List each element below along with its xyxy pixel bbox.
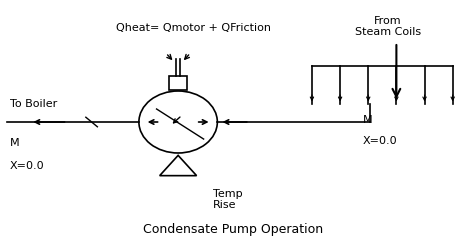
Text: Qheat= Qmotor + QFriction: Qheat= Qmotor + QFriction: [116, 23, 271, 33]
Text: To Boiler: To Boiler: [10, 99, 57, 109]
Text: Condensate Pump Operation: Condensate Pump Operation: [143, 223, 324, 236]
Text: Temp
Rise: Temp Rise: [213, 189, 242, 210]
Text: X=0.0: X=0.0: [10, 161, 44, 171]
Bar: [170, 75, 187, 90]
Text: X=0.0: X=0.0: [363, 136, 397, 146]
Text: From
Steam Coils: From Steam Coils: [355, 16, 421, 37]
Text: M: M: [10, 138, 19, 148]
Text: M: M: [363, 115, 372, 125]
